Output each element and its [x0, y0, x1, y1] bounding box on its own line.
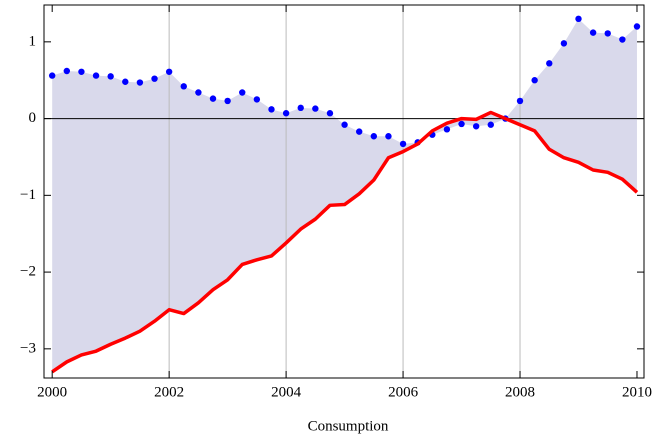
data-point [268, 106, 275, 113]
data-point [633, 23, 641, 30]
data-point [385, 133, 392, 140]
data-point [589, 29, 597, 36]
data-point [546, 60, 553, 67]
data-point [122, 78, 129, 85]
x-tick-label: 2010 [622, 384, 652, 400]
x-tick-label: 2008 [505, 384, 535, 400]
data-point [253, 96, 261, 103]
data-point [575, 15, 582, 23]
y-tick-label: −2 [20, 264, 36, 280]
data-point [399, 140, 407, 148]
data-point [165, 68, 173, 75]
x-tick-label: 2004 [271, 384, 302, 400]
data-point [356, 128, 363, 135]
x-axis-label: Consumption [308, 418, 389, 434]
x-tick-label: 2002 [154, 384, 184, 400]
data-point [487, 121, 494, 128]
data-point [180, 83, 187, 90]
data-point [516, 97, 524, 105]
data-line [51, 110, 639, 374]
data-point [239, 89, 246, 96]
data-point [472, 123, 480, 130]
data-point [107, 73, 114, 80]
data-point [63, 67, 71, 75]
data-point [92, 72, 100, 79]
data-point [297, 104, 304, 112]
data-point [312, 105, 319, 112]
data-point [78, 68, 85, 75]
y-tick-label: −1 [20, 187, 36, 203]
data-point [604, 30, 611, 37]
plot-frame [43, 4, 645, 379]
data-point [443, 126, 451, 133]
data-point [209, 95, 217, 102]
fill-between [52, 18, 637, 372]
data-point [560, 40, 568, 47]
y-tick-label: 1 [29, 33, 37, 49]
x-tick-label: 2006 [388, 384, 419, 400]
data-point [195, 89, 202, 96]
data-point [282, 110, 290, 117]
data-point [136, 79, 144, 86]
data-point [531, 77, 538, 84]
data-point [151, 75, 158, 82]
x-tick-label: 2000 [37, 384, 67, 400]
data-point [48, 72, 56, 79]
data-point [341, 121, 348, 128]
data-point [458, 120, 465, 128]
data-point [619, 36, 626, 43]
y-tick-label: −3 [20, 340, 36, 356]
data-point [224, 97, 231, 105]
data-point [370, 133, 378, 140]
data-point [326, 110, 334, 117]
y-tick-label: 0 [29, 110, 37, 126]
